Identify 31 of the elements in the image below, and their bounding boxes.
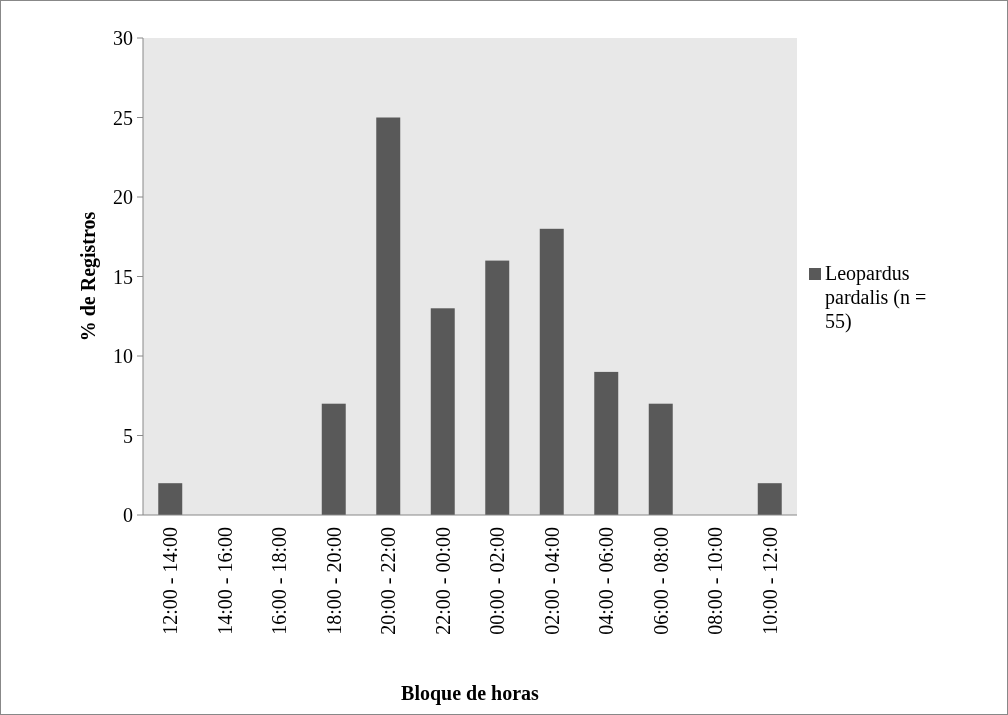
x-tick-label: 16:00 - 18:00 [268,527,291,635]
bar [430,308,455,515]
x-tick-label: 18:00 - 20:00 [322,527,345,635]
x-tick-label: 04:00 - 06:00 [595,527,618,635]
x-tick-label: 06:00 - 08:00 [649,527,672,635]
y-axis-title: % de Registros [77,211,100,342]
x-tick-label: 14:00 - 16:00 [213,527,236,635]
y-tick-label: 30 [113,27,133,49]
x-tick-label: 10:00 - 12:00 [758,527,781,635]
y-tick-label: 20 [113,186,133,208]
bar [485,260,510,515]
y-tick-label: 25 [113,106,133,129]
x-tick-label: 22:00 - 00:00 [431,527,454,635]
bar [648,403,673,515]
x-tick-label: 08:00 - 10:00 [704,527,727,635]
bar [539,228,564,515]
x-tick-label: 02:00 - 04:00 [540,527,563,635]
bar [594,371,619,515]
x-tick-label: 20:00 - 22:00 [377,527,400,635]
y-tick-label: 0 [123,504,133,526]
legend-label: Leopardus pardalis (n = 55) [825,262,927,333]
x-axis-title: Bloque de horas [401,682,540,705]
x-tick-label: 00:00 - 02:00 [486,527,509,635]
x-tick-label: 12:00 - 14:00 [159,527,182,635]
y-tick-label: 10 [113,345,133,367]
y-tick-label: 15 [113,265,133,288]
y-tick-label: 5 [123,424,133,447]
bar [321,403,346,515]
bar [757,483,782,515]
bar [158,483,183,515]
bar [376,117,401,515]
